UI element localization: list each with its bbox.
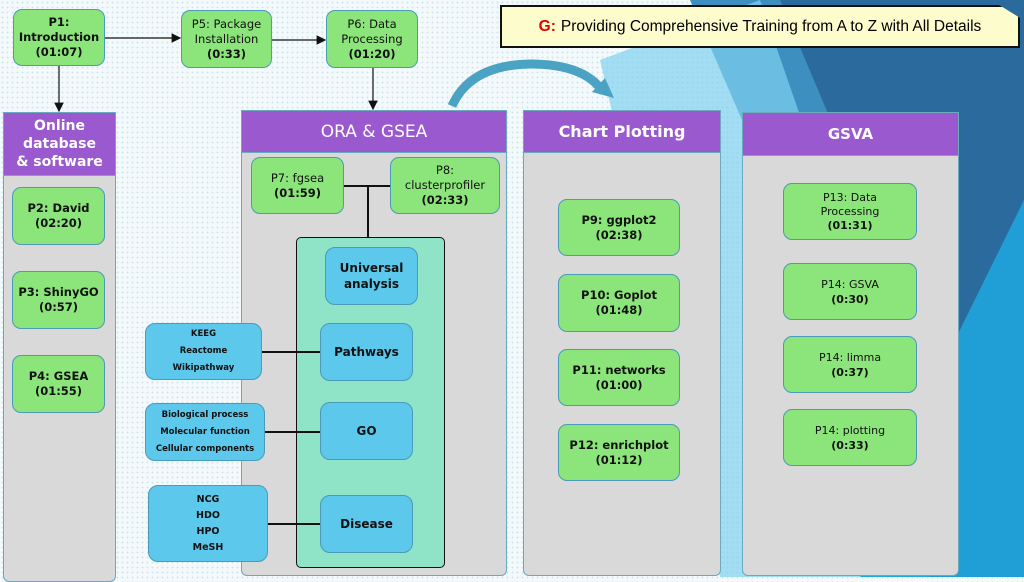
label: P9: ggplot2 [581, 212, 657, 227]
p7-fgsea[interactable]: P7: fgsea (01:59) [251, 157, 344, 214]
term: Molecular function [160, 426, 250, 437]
go[interactable]: GO [320, 402, 413, 460]
label: P14: limma [818, 350, 882, 364]
go-terms: Biological process Molecular function Cell… [145, 403, 265, 461]
label: Introduction [18, 30, 100, 44]
label: P10: Goplot [581, 288, 657, 302]
duration: (01:48) [595, 303, 643, 317]
connector [367, 185, 369, 237]
label: clusterprofiler [404, 178, 486, 192]
p5-package-installation[interactable]: P5: Package Installation (0:33) [181, 10, 272, 68]
p11-networks[interactable]: P11: networks (01:00) [558, 349, 680, 406]
label: P14: plotting [814, 423, 886, 437]
chart-plotting-title: Chart Plotting [524, 111, 720, 153]
banner-text: Providing Comprehensive Training from A … [560, 17, 982, 35]
universal-analysis[interactable]: Universal analysis [325, 247, 418, 305]
duration: (0:33) [831, 438, 869, 452]
p1-introduction[interactable]: P1: Introduction (01:07) [13, 9, 105, 66]
label: Processing [820, 204, 880, 218]
db: NCG [196, 493, 220, 505]
chart-plotting-panel: Chart Plotting [523, 110, 721, 576]
duration: (01:31) [827, 218, 873, 232]
duration: (0:30) [831, 292, 869, 306]
disease-databases: NCG HDO HPO MeSH [148, 485, 268, 562]
p4-gsea[interactable]: P4: GSEA (01:55) [12, 355, 105, 413]
connector [262, 351, 320, 353]
duration: (0:57) [38, 300, 79, 314]
p10-goplot[interactable]: P10: Goplot (01:48) [558, 274, 680, 332]
p8-clusterprofiler[interactable]: P8: clusterprofiler (02:33) [390, 157, 500, 214]
label: Processing [341, 31, 403, 46]
connector [265, 431, 320, 433]
online-panel: Online database & software [3, 112, 116, 582]
duration: (01:12) [595, 452, 643, 467]
label: P14: GSVA [821, 277, 879, 291]
db: MeSH [192, 541, 224, 553]
label: P7: fgsea [270, 170, 325, 185]
label: P12: enrichplot [569, 437, 669, 452]
online-panel-title: Online database & software [4, 113, 115, 176]
label: Installation [194, 31, 259, 46]
title-line: Online [34, 118, 85, 134]
duration: (01:07) [35, 45, 83, 59]
connector [268, 523, 320, 525]
duration: (01:55) [34, 384, 83, 398]
db: Reactome [179, 346, 228, 356]
term: Biological process [161, 409, 249, 420]
label: analysis [343, 277, 400, 291]
disease[interactable]: Disease [320, 495, 413, 553]
title-line: & software [16, 154, 103, 170]
duration: (02:20) [34, 216, 83, 230]
duration: (0:37) [831, 365, 869, 379]
db: HDO [196, 509, 220, 521]
label: P4: GSEA [28, 369, 89, 383]
duration: (01:00) [595, 377, 643, 392]
label: P1: [48, 15, 70, 29]
gsva-title: GSVA [743, 113, 958, 156]
label: P11: networks [572, 362, 666, 377]
label: P8: [435, 163, 455, 177]
p2-david[interactable]: P2: David (02:20) [12, 187, 105, 245]
pathways[interactable]: Pathways [320, 323, 413, 381]
term: Cellular components [155, 443, 255, 454]
pathway-databases: KEEG Reactome Wikipathway [145, 323, 262, 380]
p6-data-processing[interactable]: P6: Data Processing (01:20) [326, 10, 418, 68]
p14-gsva[interactable]: P14: GSVA (0:30) [783, 263, 917, 320]
label: P3: ShinyGO [18, 285, 99, 299]
banner-prefix: G: [538, 17, 556, 35]
duration: (0:33) [206, 46, 247, 61]
label: P5: Package [191, 16, 262, 31]
p14-limma[interactable]: P14: limma (0:37) [783, 336, 917, 393]
db: Wikipathway [172, 363, 235, 373]
p13-data-processing[interactable]: P13: Data Processing (01:31) [783, 183, 917, 240]
p12-enrichplot[interactable]: P12: enrichplot (01:12) [558, 424, 680, 481]
duration: (01:59) [273, 185, 322, 200]
label: P2: David [27, 201, 90, 215]
duration: (01:20) [348, 46, 396, 61]
db: HPO [196, 525, 220, 537]
title-line: database [23, 136, 96, 152]
label: P6: Data [347, 16, 397, 31]
p14-plotting[interactable]: P14: plotting (0:33) [783, 409, 917, 466]
duration: (02:38) [595, 227, 643, 242]
p9-ggplot2[interactable]: P9: ggplot2 (02:38) [558, 199, 680, 256]
banner: G: Providing Comprehensive Training from… [500, 5, 1020, 48]
p3-shinygo[interactable]: P3: ShinyGO (0:57) [12, 271, 105, 329]
ora-gsea-title: ORA & GSEA [242, 111, 506, 153]
duration: (02:33) [421, 193, 469, 207]
label: Universal [339, 261, 404, 275]
db: KEEG [190, 329, 217, 339]
curved-arrow [447, 59, 607, 108]
label: P13: Data [822, 190, 878, 204]
